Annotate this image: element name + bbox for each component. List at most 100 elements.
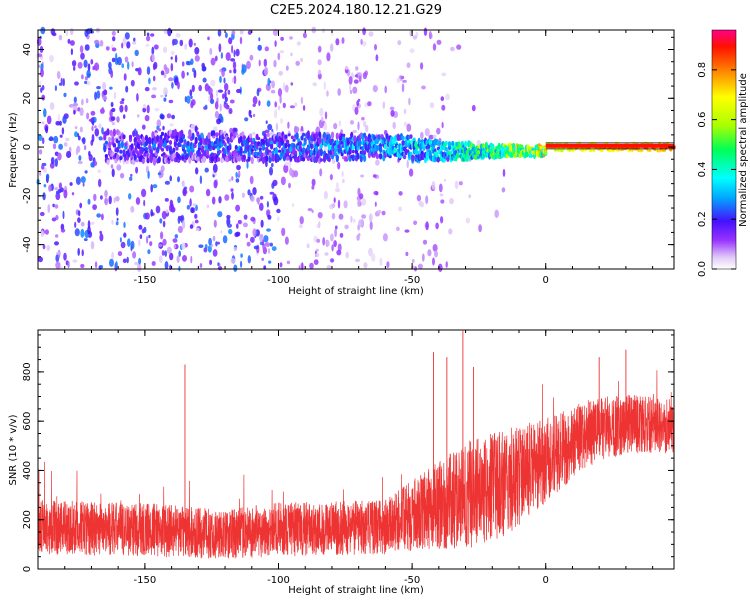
spectrogram-noise-cell: [110, 69, 114, 79]
spectrogram-noise-cell: [316, 224, 320, 228]
snr-y-tick-label: 600: [22, 412, 33, 431]
spectrogram-noise-cell: [282, 102, 286, 109]
spectrogram-noise-cell: [177, 81, 180, 90]
spectrogram-noise-cell: [110, 164, 114, 169]
spectrogram-noise-cell: [287, 121, 290, 129]
spectrogram-noise-cell: [212, 235, 216, 242]
spectrogram-noise-cell: [147, 249, 151, 255]
spectrogram-noise-cell: [178, 215, 184, 222]
spectrogram-noise-cell: [143, 226, 147, 233]
spectrogram-noise-cell: [440, 199, 445, 204]
spectrogram-noise-cell: [194, 47, 200, 55]
spectrogram-noise-cell: [112, 36, 116, 42]
spectrogram-noise-cell: [65, 137, 70, 142]
spectrogram-band-cell: [292, 138, 296, 142]
spectrogram-noise-cell: [250, 236, 255, 243]
spectrogram-noise-cell: [88, 118, 94, 123]
spectrogram-band-cell: [403, 154, 407, 160]
spectrogram-noise-cell: [70, 48, 73, 56]
spectrogram-noise-cell: [326, 90, 329, 97]
spectrogram-noise-cell: [152, 87, 157, 91]
spectrogram-noise-cell: [143, 199, 146, 207]
spectrogram-noise-cell: [360, 174, 364, 178]
spectrogram-noise-cell: [403, 108, 407, 114]
spectrogram-noise-cell: [456, 44, 462, 50]
spectrogram-noise-cell: [84, 80, 88, 85]
spectrogram-band-cell: [223, 149, 227, 156]
spectrogram-noise-cell: [206, 204, 210, 209]
spectrogram-noise-cell: [136, 114, 140, 118]
spectrogram-noise-cell: [115, 261, 118, 270]
spectrogram-noise-cell: [127, 238, 131, 247]
spectrogram-band-cell: [303, 137, 307, 142]
spectrogram-noise-cell: [53, 135, 59, 144]
spectrogram-noise-cell: [428, 31, 432, 40]
spectrogram-noise-cell: [282, 82, 286, 91]
spectrogram-noise-cell: [307, 208, 313, 212]
spectrogram-noise-cell: [195, 204, 198, 211]
spectrogram-band-cell: [338, 146, 343, 154]
spectrogram-noise-cell: [409, 30, 413, 37]
spectrogram-noise-cell: [336, 249, 342, 256]
spectrogram-noise-cell: [313, 259, 319, 265]
spectrogram-noise-cell: [102, 95, 108, 101]
spectrogram-noise-cell: [295, 60, 301, 66]
spectrogram-band-cell: [188, 130, 192, 137]
spectrogram-noise-cell: [136, 93, 139, 102]
spectrogram-noise-cell: [440, 216, 444, 224]
spectrogram-noise-cell: [379, 257, 383, 266]
spectrogram-noise-cell: [266, 228, 271, 232]
spectrogram-noise-cell: [55, 234, 59, 238]
spectrogram-band-cell: [164, 154, 168, 158]
spectrogram-noise-cell: [164, 198, 169, 202]
spectrogram-noise-cell: [258, 37, 261, 42]
spectrogram-noise-cell: [104, 197, 109, 206]
spectrogram-noise-cell: [260, 219, 264, 228]
spectrogram-noise-cell: [240, 253, 243, 258]
spectrogram-noise-cell: [190, 255, 193, 264]
spectrogram-noise-cell: [229, 127, 234, 134]
spectrogram-band-cell: [379, 153, 383, 158]
spectrogram-noise-cell: [94, 91, 98, 101]
spectrogram-band-cell: [330, 131, 335, 139]
spectrogram-noise-cell: [82, 182, 85, 187]
spectrogram-noise-cell: [99, 233, 104, 242]
spectrogram-band-cell: [186, 140, 190, 147]
spectrogram-noise-cell: [134, 261, 139, 266]
spectrogram-band-cell: [178, 143, 182, 147]
spectrogram-noise-cell: [217, 211, 223, 218]
spectrogram-noise-cell: [138, 239, 141, 247]
spectrogram-band-cell: [252, 131, 256, 136]
spectrogram-noise-cell: [357, 198, 360, 207]
spectrogram-noise-cell: [152, 75, 156, 82]
spectrogram-noise-cell: [168, 99, 174, 104]
spectrogram-band-cell: [428, 150, 432, 157]
spectrogram-band-cell: [199, 141, 203, 145]
spectrogram-noise-cell: [148, 234, 151, 239]
spectrogram-noise-cell: [43, 184, 47, 188]
spectrogram-noise-cell: [67, 38, 71, 44]
spectrogram-noise-cell: [69, 40, 75, 46]
spectrogram-band-cell: [438, 140, 442, 146]
spectrogram-band-cell: [178, 155, 182, 161]
spectrogram-noise-cell: [432, 257, 435, 266]
spectrogram-band-cell: [401, 135, 405, 140]
spectrogram-band-cell: [136, 134, 141, 142]
spectrogram-noise-cell: [286, 260, 291, 265]
spectrogram-noise-cell: [181, 61, 185, 67]
spectrogram-noise-cell: [348, 76, 353, 85]
spectrogram-y-tick-label: -20: [22, 188, 33, 204]
spectrogram-noise-cell: [250, 195, 255, 202]
snr-y-ticks: 0 200 400 600 800: [22, 334, 674, 572]
spectrogram-noise-cell: [323, 191, 328, 200]
spectrogram-noise-cell: [100, 195, 103, 200]
spectrogram-noise-cell: [405, 251, 409, 257]
spectrogram-band-cell: [290, 135, 294, 140]
spectrogram-noise-cell: [361, 198, 367, 206]
spectrogram-band-cell: [141, 158, 145, 164]
spectrogram-noise-cell: [52, 203, 55, 208]
spectrogram-noise-cell: [247, 189, 251, 196]
spectrogram-noise-cell: [141, 124, 146, 130]
spectrogram-noise-cell: [42, 192, 46, 201]
spectrogram-noise-cell: [236, 223, 239, 229]
